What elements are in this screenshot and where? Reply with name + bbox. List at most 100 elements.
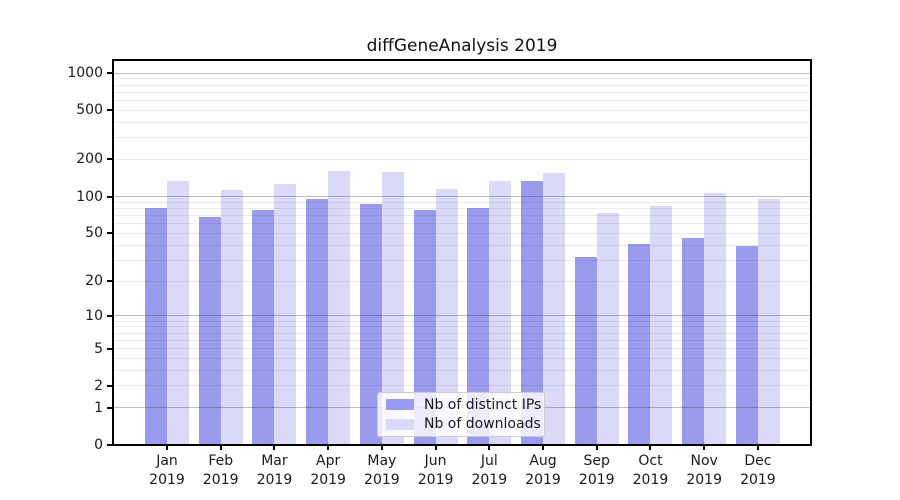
x-tick-label: Oct 2019 xyxy=(632,453,669,488)
y-tick-mark xyxy=(107,109,112,112)
x-tick-label: Apr 2019 xyxy=(310,453,346,488)
bar-distinct-ips xyxy=(413,210,436,445)
bar-distinct-ips xyxy=(682,237,705,445)
y-tick-label: 2 xyxy=(94,377,103,394)
gridline-minor xyxy=(113,320,811,322)
gridline-minor xyxy=(113,207,811,209)
legend-label-downloads: Nb of downloads xyxy=(424,416,541,433)
x-tick-label: Nov 2019 xyxy=(686,453,722,488)
bar-distinct-ips xyxy=(574,256,597,445)
bar-downloads xyxy=(704,193,727,445)
legend-entry-downloads: Nb of downloads xyxy=(386,415,541,435)
x-tick-label: Aug 2019 xyxy=(525,453,561,488)
y-tick-label: 0 xyxy=(94,437,103,453)
x-tick-label: Sep 2019 xyxy=(578,453,615,488)
bar-distinct-ips xyxy=(198,217,221,445)
x-tick-mark xyxy=(434,445,437,450)
bar-downloads xyxy=(274,183,297,445)
gridline-minor xyxy=(113,348,811,350)
y-tick-label: 1000 xyxy=(67,65,103,82)
x-tick-mark xyxy=(542,445,545,450)
x-tick-mark xyxy=(756,445,759,450)
x-tick-label: Jun 2019 xyxy=(417,453,454,488)
gridline-minor xyxy=(113,158,811,160)
gridline-minor xyxy=(113,332,811,334)
gridline-minor xyxy=(113,339,811,341)
x-tick-label: Dec 2019 xyxy=(740,453,776,488)
gridline-minor xyxy=(113,357,811,359)
y-tick-mark xyxy=(107,232,112,235)
y-tick-mark xyxy=(107,444,112,446)
y-tick-label: 10 xyxy=(85,307,103,324)
x-tick-mark xyxy=(273,445,276,450)
bar-downloads xyxy=(167,180,189,445)
gridline-minor xyxy=(113,223,811,225)
bar-downloads xyxy=(220,190,243,445)
y-tick-label: 1 xyxy=(94,399,103,416)
gridline-minor xyxy=(113,100,811,102)
bar-distinct-ips xyxy=(252,210,275,445)
x-tick-mark xyxy=(488,445,491,450)
gridline-minor xyxy=(113,385,811,387)
gridline-major xyxy=(113,72,811,74)
gridline-minor xyxy=(113,121,811,123)
y-tick-label: 100 xyxy=(76,188,103,205)
y-tick-mark xyxy=(107,72,112,75)
legend-swatch-downloads xyxy=(386,418,414,430)
axis-spine-bottom xyxy=(112,444,812,446)
y-tick-mark xyxy=(107,406,112,409)
x-tick-label: Feb 2019 xyxy=(202,453,239,488)
gridline-minor xyxy=(113,78,811,80)
bar-distinct-ips xyxy=(467,207,490,445)
axis-spine-left xyxy=(112,59,114,446)
y-tick-label: 500 xyxy=(76,102,103,119)
x-tick-label: Mar 2019 xyxy=(256,453,293,488)
gridline-minor xyxy=(113,109,811,111)
plot-area: Nb of distinct IPs Nb of downloads xyxy=(112,59,812,446)
gridline-minor xyxy=(113,326,811,328)
bar-distinct-ips xyxy=(521,180,544,445)
bar-distinct-ips xyxy=(306,199,329,445)
x-tick-mark xyxy=(703,445,706,450)
gridline-major xyxy=(113,196,811,198)
gridline-minor xyxy=(113,84,811,86)
x-tick-mark xyxy=(595,445,598,450)
bar-distinct-ips xyxy=(628,243,651,445)
gridline-major xyxy=(113,315,811,317)
y-tick-mark xyxy=(107,280,112,283)
x-tick-mark xyxy=(166,445,168,450)
legend-swatch-distinct-ips xyxy=(386,399,414,411)
x-tick-mark xyxy=(219,445,222,450)
gridline-minor xyxy=(113,201,811,203)
chart-title: diffGeneAnalysis 2019 xyxy=(366,36,558,56)
gridline-minor xyxy=(113,369,811,371)
y-tick-label: 200 xyxy=(76,151,103,168)
bar-downloads xyxy=(650,205,673,445)
x-tick-mark xyxy=(327,445,330,450)
axis-spine-right xyxy=(810,59,812,446)
bar-downloads xyxy=(543,172,566,445)
y-tick-label: 50 xyxy=(85,225,103,242)
bar-downloads xyxy=(381,172,404,445)
axis-spine-top xyxy=(112,59,812,61)
y-tick-mark xyxy=(107,195,112,198)
legend-entry-distinct-ips: Nb of distinct IPs xyxy=(386,395,541,415)
gridline-minor xyxy=(113,280,811,282)
bar-distinct-ips xyxy=(359,203,382,445)
bar-downloads xyxy=(489,181,512,445)
x-tick-mark xyxy=(380,445,383,450)
gridline-minor xyxy=(113,244,811,246)
gridline-minor xyxy=(113,259,811,261)
bar-downloads xyxy=(757,199,780,445)
bar-downloads xyxy=(328,171,351,445)
bar-distinct-ips xyxy=(735,246,758,445)
gridline-minor xyxy=(113,232,811,234)
y-tick-mark xyxy=(107,158,112,161)
x-tick-label: May 2019 xyxy=(364,453,400,488)
bar-downloads xyxy=(596,212,619,445)
gridline-minor xyxy=(113,215,811,217)
x-tick-mark xyxy=(649,445,652,450)
legend: Nb of distinct IPs Nb of downloads xyxy=(377,392,545,437)
gridline-minor xyxy=(113,91,811,93)
